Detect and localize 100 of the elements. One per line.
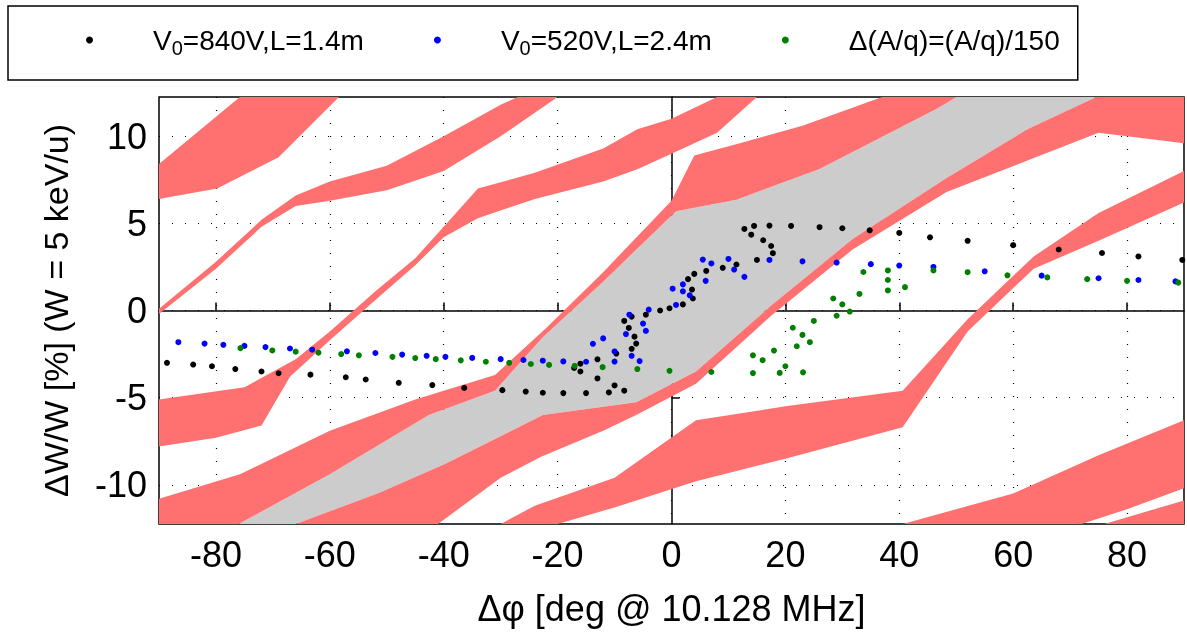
x-tick-label: -60 (303, 533, 356, 575)
point (399, 351, 406, 358)
point (708, 260, 715, 267)
point (457, 357, 464, 364)
point (220, 341, 227, 348)
point (634, 366, 641, 373)
point (599, 364, 606, 371)
point (539, 357, 546, 364)
y-tick-label: -10 (94, 464, 147, 506)
point (867, 261, 874, 268)
point (1038, 272, 1045, 279)
point (645, 306, 652, 313)
point (497, 356, 504, 363)
point (731, 266, 738, 273)
point (708, 369, 715, 376)
point (673, 301, 680, 308)
point (981, 268, 988, 275)
x-tick-label: 20 (765, 533, 806, 575)
point (343, 348, 350, 355)
point (759, 357, 766, 364)
point (583, 358, 590, 365)
point (725, 255, 732, 262)
x-tick-label: -20 (531, 533, 584, 575)
point (286, 345, 293, 352)
point (789, 324, 796, 331)
x-tick-label: 60 (993, 533, 1034, 575)
point (1004, 272, 1011, 279)
point (964, 269, 971, 276)
point (355, 352, 362, 359)
point (412, 355, 419, 362)
point (800, 369, 807, 376)
point (884, 267, 891, 274)
point (237, 345, 244, 352)
point (338, 351, 345, 358)
y-tick-label: 10 (106, 115, 147, 157)
point (423, 352, 430, 359)
point (666, 367, 673, 374)
point (679, 281, 686, 288)
point (702, 277, 709, 284)
y-tick-label: 0 (126, 290, 147, 331)
point (860, 268, 867, 275)
x-tick-label: -40 (417, 533, 470, 575)
point (389, 353, 396, 360)
point (506, 359, 513, 366)
point (930, 267, 937, 274)
x-tick-label: 40 (879, 533, 920, 575)
point (741, 273, 748, 280)
point (1135, 277, 1142, 283)
x-tick-label: -80 (189, 533, 242, 575)
point (546, 361, 553, 368)
point (669, 285, 676, 292)
x-axis-title: Δφ [deg @ 10.128 MHz] (477, 587, 866, 629)
point (262, 344, 269, 351)
point (292, 348, 299, 355)
point (833, 312, 840, 319)
point (432, 356, 439, 363)
x-tick-label: 0 (661, 533, 682, 575)
point (622, 331, 629, 338)
point (766, 256, 773, 263)
point (884, 277, 891, 283)
point (839, 301, 846, 308)
point (600, 335, 607, 342)
y-tick-label: 5 (126, 202, 147, 244)
y-axis-title: ΔW/W [%] (W = 5 keV/u) (37, 123, 75, 498)
point (699, 256, 706, 263)
point (527, 361, 534, 367)
point (642, 327, 649, 334)
point (1084, 276, 1091, 283)
point (1124, 277, 1131, 284)
point (611, 358, 618, 365)
point (560, 358, 567, 365)
point (309, 346, 316, 353)
point (749, 352, 756, 359)
point (806, 339, 813, 346)
point (1095, 275, 1102, 282)
point (833, 259, 840, 266)
point (749, 370, 756, 377)
point (372, 350, 379, 357)
point (799, 331, 806, 338)
x-tick-label: 80 (1107, 533, 1148, 575)
point (856, 290, 863, 297)
point (315, 349, 322, 356)
point (201, 340, 208, 347)
point (810, 317, 817, 324)
point (628, 352, 635, 359)
point (640, 320, 647, 327)
point (884, 287, 891, 294)
point (636, 358, 643, 365)
point (901, 284, 908, 291)
point (520, 357, 527, 363)
point (269, 347, 276, 354)
point (482, 358, 489, 365)
legend-label: Δ(A/q)=(A/q)/150 (848, 24, 1060, 56)
point (679, 288, 686, 295)
point (1044, 274, 1051, 281)
point (782, 363, 789, 370)
point (589, 340, 596, 347)
point (830, 295, 837, 302)
point (175, 339, 182, 346)
y-tick-label: -5 (114, 377, 147, 419)
